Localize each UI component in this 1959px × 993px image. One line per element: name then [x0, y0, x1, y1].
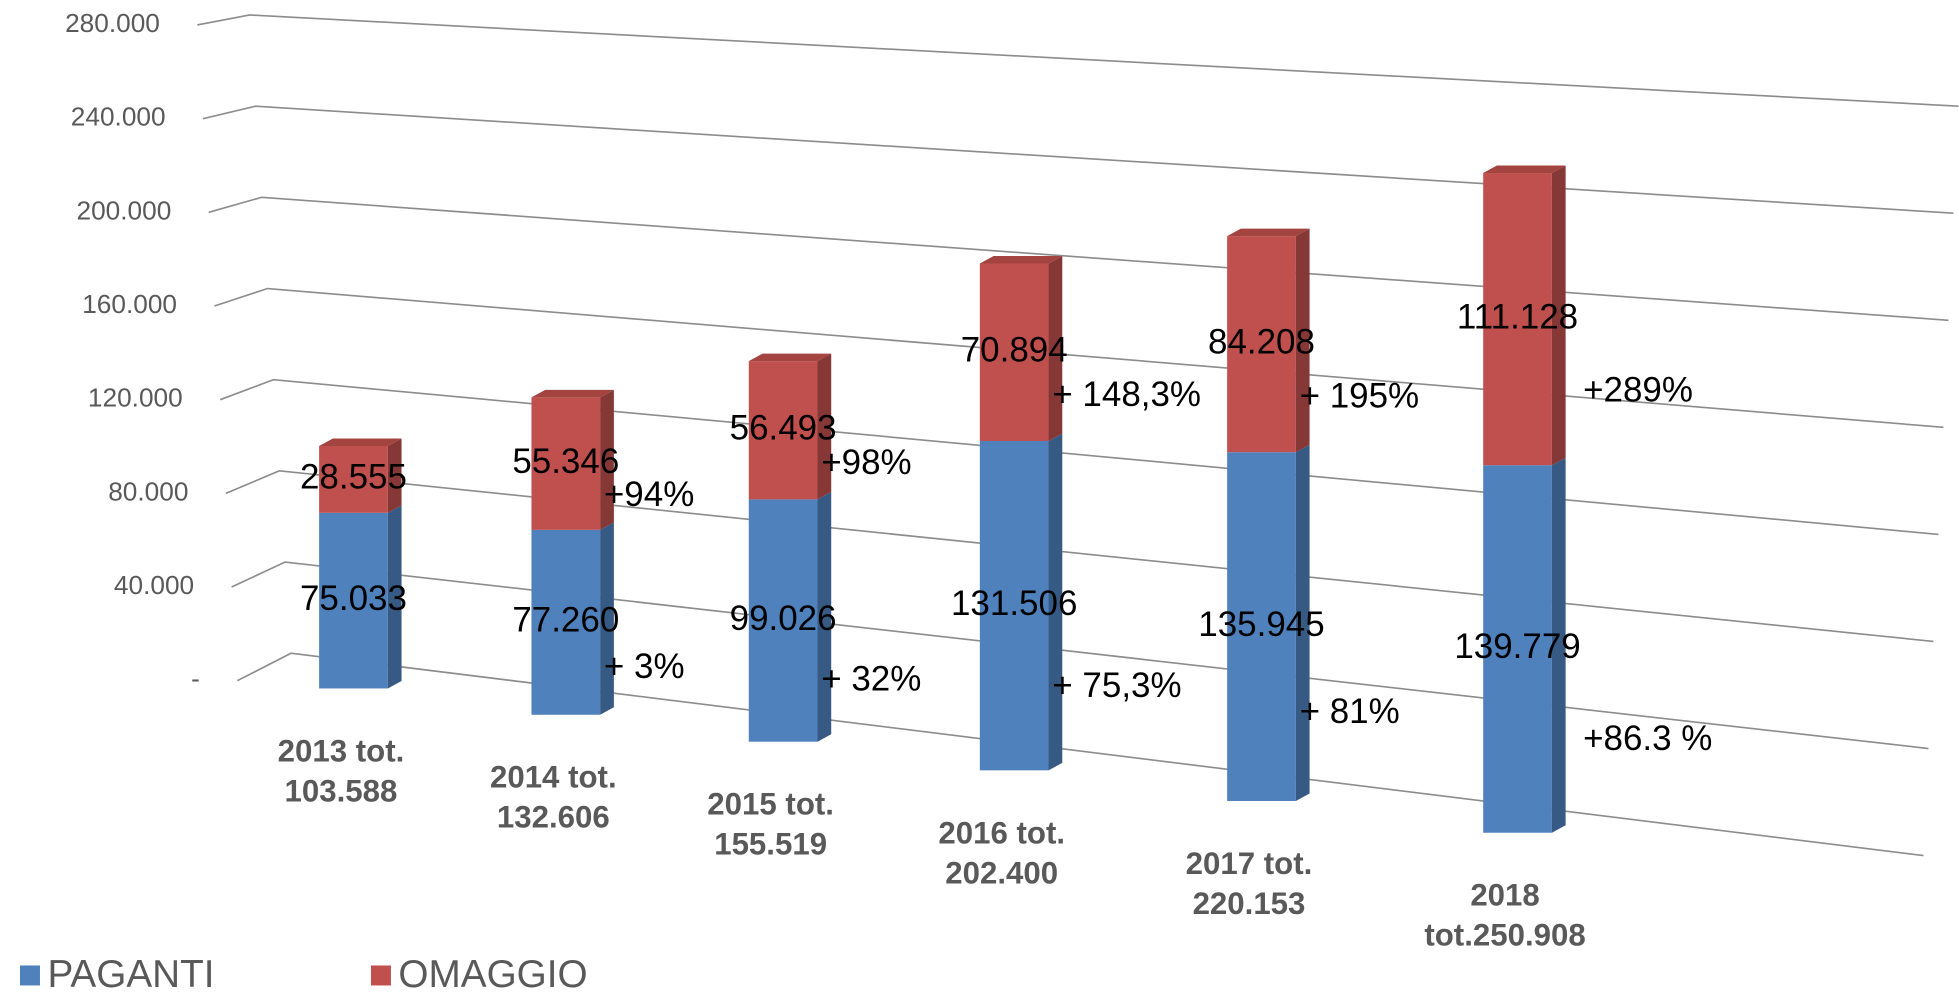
- value-label: 56.493: [730, 408, 837, 447]
- bar-top: [979, 255, 1063, 264]
- value-label: 75.033: [300, 579, 407, 618]
- bar-top: [1227, 228, 1310, 237]
- bar-side: [1551, 457, 1566, 833]
- bar-segment: [979, 263, 1049, 441]
- bar-top: [748, 353, 832, 362]
- x-tick-label: 2013 tot. 103.588: [278, 734, 405, 809]
- bar-side: [387, 505, 402, 689]
- value-label: 111.128: [1457, 297, 1578, 336]
- value-label: 135.945: [1198, 605, 1324, 644]
- bar-top: [319, 438, 402, 446]
- bar-side: [817, 491, 832, 742]
- value-label: 55.346: [512, 442, 619, 481]
- grid-line: [236, 652, 1924, 857]
- bar-segment: [979, 440, 1049, 771]
- legend-swatch: [19, 965, 40, 986]
- change-label: + 81%: [1300, 692, 1400, 731]
- change-label: +86.3 %: [1583, 719, 1712, 758]
- bar-segment: [748, 361, 818, 500]
- bar-side: [817, 353, 832, 500]
- x-tick-label: 2018 tot.250.908: [1424, 878, 1585, 953]
- change-label: + 195%: [1300, 376, 1420, 415]
- value-label: 84.208: [1208, 322, 1315, 361]
- change-label: + 32%: [821, 659, 921, 698]
- value-label: 77.260: [512, 601, 619, 640]
- x-tick-label: 2014 tot. 132.606: [490, 760, 617, 835]
- grid-line: [214, 287, 1944, 429]
- bar-side: [1295, 228, 1310, 453]
- grid-line: [225, 470, 1934, 643]
- bar-segment: [319, 445, 388, 513]
- change-label: +94%: [604, 475, 694, 514]
- y-tick-label: 120.000: [88, 383, 183, 413]
- x-tick-label: 2015 tot. 155.519: [707, 787, 834, 862]
- bar-segment: [319, 512, 388, 689]
- bar-side: [1295, 444, 1310, 801]
- grid-line: [197, 14, 1959, 107]
- change-label: + 148,3%: [1052, 375, 1201, 414]
- bar-side: [1048, 433, 1063, 771]
- bar-side: [600, 389, 614, 530]
- plot: - 40.000 80.000 120.000 160.000 200.000 240.00…: [19, 8, 1959, 993]
- y-tick-label: 200.000: [77, 195, 172, 225]
- bar-segment: [1483, 465, 1552, 833]
- bar-top: [531, 389, 614, 398]
- bar-segment: [1227, 452, 1296, 801]
- value-label: 28.555: [300, 458, 407, 497]
- bar-side: [1551, 165, 1566, 466]
- grid-line: [231, 561, 1929, 750]
- value-label: 131.506: [951, 584, 1077, 623]
- grid-line: [208, 196, 1949, 322]
- bar-side: [600, 522, 614, 715]
- value-label: 99.026: [730, 599, 837, 638]
- y-tick-label: 240.000: [71, 102, 166, 132]
- bar-segment: [531, 529, 601, 715]
- x-tick-label: 2016 tot. 202.400: [938, 816, 1065, 891]
- change-label: +98%: [821, 443, 911, 482]
- y-tick-label: -: [191, 664, 200, 694]
- grid-line: [202, 105, 1954, 215]
- bar-side: [387, 438, 402, 513]
- change-label: +289%: [1583, 370, 1693, 409]
- bar-top: [1483, 165, 1566, 174]
- y-tick-label: 160.000: [82, 289, 177, 319]
- change-label: + 3%: [604, 647, 685, 686]
- bar-segment: [1483, 173, 1552, 466]
- y-tick-label: 40.000: [114, 570, 194, 600]
- legend-label: OMAGGIO: [398, 953, 587, 993]
- legend-label: PAGANTI: [47, 953, 214, 993]
- value-label: 139.779: [1454, 627, 1580, 666]
- x-tick-label: 2017 tot. 220.153: [1186, 846, 1313, 921]
- bar-side: [1048, 255, 1063, 441]
- change-label: + 75,3%: [1052, 666, 1181, 705]
- bar-segment: [1227, 236, 1296, 453]
- value-label: 70.894: [961, 330, 1068, 369]
- legend-swatch: [370, 965, 391, 986]
- grid-line: [219, 378, 1939, 536]
- bar-segment: [531, 397, 601, 530]
- y-tick-label: 280.000: [65, 8, 160, 38]
- bar-segment: [748, 499, 818, 742]
- y-tick-label: 80.000: [108, 476, 188, 506]
